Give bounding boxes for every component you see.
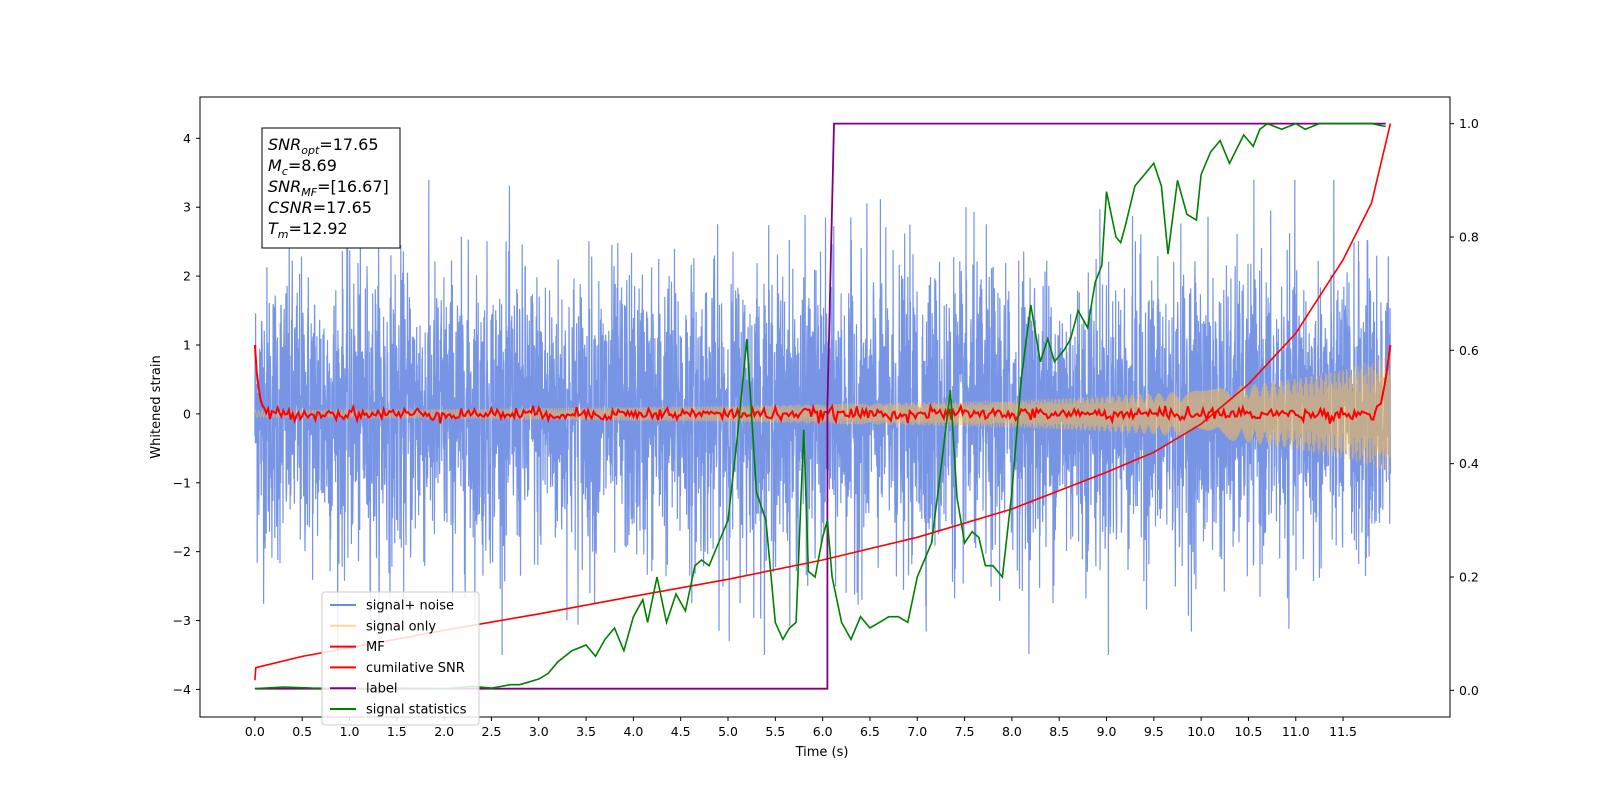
x-tick-label: 5.5: [765, 724, 785, 739]
x-tick-label: 2.0: [434, 724, 454, 739]
y-axis-left: 4 3 2 1 0 −1 −2 −3 −4: [173, 131, 200, 697]
y-axis-right: 1.0 0.8 0.6 0.4 0.2 0.0: [1450, 116, 1479, 698]
x-tick-label: 1.5: [387, 724, 407, 739]
series-signal-statistics: [254, 122, 1386, 690]
x-tick-label: 2.5: [482, 724, 502, 739]
x-tick-label: 4.5: [671, 724, 691, 739]
info-box-line: SNRMF=[16.67]: [268, 177, 389, 199]
stats-info-box: SNRopt=17.65Mc=8.69SNRMF=[16.67]CSNR=17.…: [261, 127, 401, 249]
legend-entry-label: signal+ noise: [366, 599, 454, 614]
x-axis-label: Time (s): [795, 745, 849, 760]
x-tick-label: 9.5: [1144, 724, 1164, 739]
y2-tick-label: 0.2: [1459, 570, 1479, 585]
y-tick-label: −4: [173, 682, 191, 697]
y2-tick-label: 0.6: [1459, 343, 1479, 358]
info-box-line: Mc=8.69: [268, 156, 337, 178]
series-mf: [253, 344, 1392, 425]
y2-tick-label: 0.8: [1459, 229, 1479, 244]
x-tick-label: 5.0: [718, 724, 738, 739]
legend-entry-label: MF: [366, 640, 385, 655]
y2-tick-label: 0.4: [1459, 456, 1479, 471]
legend-entry-label: cumilative SNR: [366, 661, 465, 676]
x-tick-label: 7.0: [907, 724, 927, 739]
y-axis-label: Whitened strain: [149, 355, 164, 458]
y-tick-label: −3: [173, 613, 191, 628]
legend-entry-label: signal only: [366, 619, 436, 634]
x-tick-label: 3.5: [576, 724, 596, 739]
x-axis: 0.0 0.5 1.0 1.5 2.0 2.5 3.0 3.5 4.0 4.5 5.0 5.5 6.0 6…: [245, 717, 1357, 739]
y-tick-label: −2: [173, 544, 191, 559]
x-tick-label: 0.5: [292, 724, 312, 739]
info-box-line: CSNR=17.65: [268, 198, 372, 217]
x-tick-label: 6.0: [813, 724, 833, 739]
x-tick-label: 11.5: [1329, 724, 1357, 739]
x-tick-label: 4.0: [623, 724, 643, 739]
x-tick-label: 8.0: [1002, 724, 1022, 739]
series-label: [254, 122, 1386, 690]
y-tick-label: 0: [183, 406, 191, 421]
y-tick-label: 2: [183, 269, 191, 284]
x-tick-label: 0.0: [245, 724, 265, 739]
x-tick-label: 9.0: [1097, 724, 1117, 739]
x-tick-label: 6.5: [860, 724, 880, 739]
y2-tick-label: 0.0: [1459, 683, 1479, 698]
info-box-line: Tm=12.92: [268, 219, 348, 241]
legend: signal+ noise signal only MF cumilative SNR…: [321, 591, 480, 726]
plot-area-frame: [199, 96, 1451, 718]
y-tick-label: 3: [183, 200, 191, 215]
info-box-line: SNRopt=17.65: [268, 135, 379, 157]
info-box-frame: [261, 127, 401, 249]
legend-entry-label: signal statistics: [366, 703, 467, 718]
legend-frame: [321, 591, 480, 726]
x-tick-label: 8.5: [1049, 724, 1069, 739]
y-tick-label: 4: [183, 131, 191, 146]
legend-entry-label: label: [366, 682, 397, 697]
x-tick-label: 11.0: [1282, 724, 1310, 739]
y-tick-label: 1: [183, 338, 191, 353]
x-tick-label: 3.0: [529, 724, 549, 739]
series-signal-noise: [254, 179, 1391, 656]
series-signal-only: [254, 355, 1391, 472]
x-tick-label: 10.0: [1187, 724, 1215, 739]
x-tick-label: 10.5: [1235, 724, 1263, 739]
x-tick-label: 7.5: [955, 724, 975, 739]
y2-tick-label: 1.0: [1459, 116, 1479, 131]
x-tick-label: 1.0: [340, 724, 360, 739]
y-tick-label: −1: [173, 475, 191, 490]
